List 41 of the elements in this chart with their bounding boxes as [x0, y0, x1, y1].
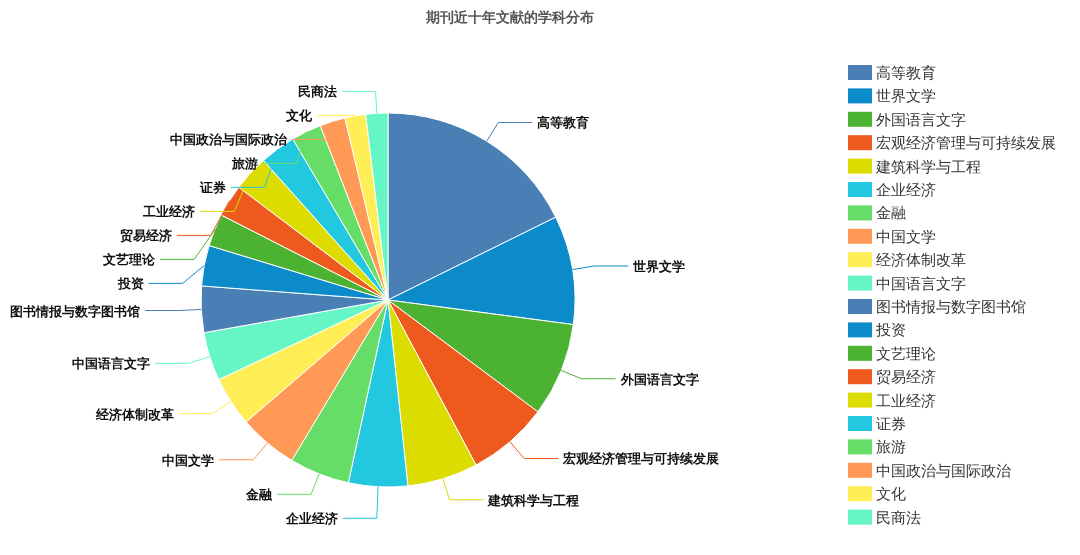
slice-label: 投资: [116, 276, 144, 292]
legend-label: 图书情报与数字图书馆: [876, 298, 1026, 316]
slice-label: 贸易经济: [119, 228, 172, 244]
legend-label: 中国文学: [876, 227, 936, 246]
slice-label: 中国政治与国际政治: [169, 132, 288, 148]
legend-label: 贸易经济: [876, 368, 936, 387]
slice-label: 外国语言文字: [619, 371, 699, 387]
slice-label: 经济体制改革: [94, 406, 174, 422]
legend-label: 经济体制改革: [876, 251, 966, 270]
legend-label: 证券: [876, 415, 906, 433]
legend-label: 中国语言文字: [876, 274, 966, 293]
slice-label: 企业经济: [284, 511, 338, 527]
slice-label: 建筑科学与工程: [487, 492, 580, 508]
slice-label: 宏观经济管理与可持续发展: [562, 451, 720, 467]
legend-label: 中国政治与国际政治: [876, 461, 1011, 480]
slice-label: 文艺理论: [102, 252, 157, 268]
legend-label: 工业经济: [876, 391, 936, 410]
legend-label: 宏观经济管理与可持续发展: [876, 134, 1056, 153]
legend-label: 文化: [876, 485, 906, 504]
legend-label: 投资: [875, 321, 906, 340]
slice-label: 工业经济: [142, 204, 196, 220]
chart-title: 期刊近十年文献的学科分布: [425, 9, 594, 25]
legend-label: 企业经济: [876, 181, 936, 199]
legend-label: 旅游: [876, 438, 906, 457]
legend-label: 金融: [876, 204, 906, 223]
slice-label: 金融: [245, 487, 274, 503]
slice-label: 图书情报与数字图书馆: [10, 303, 141, 319]
category-label: 旅游: [231, 156, 258, 172]
slice-label: 中国语言文字: [71, 356, 150, 372]
legend-label: 建筑科学与工程: [875, 157, 981, 176]
slice-label: 高等教育: [537, 115, 590, 131]
slice-label: 中国文学: [162, 452, 215, 468]
legend-label: 高等教育: [876, 64, 936, 82]
legend-label: 世界文学: [876, 87, 936, 106]
slice-label: 世界文学: [632, 259, 686, 275]
slice-label: 证券: [198, 180, 226, 196]
slice-label: 民商法: [297, 84, 337, 100]
legend-label: 民商法: [876, 508, 921, 527]
slice-label: 文化: [285, 108, 314, 124]
legend-label: 文艺理论: [876, 344, 936, 363]
legend-label: 外国语言文字: [876, 110, 966, 129]
